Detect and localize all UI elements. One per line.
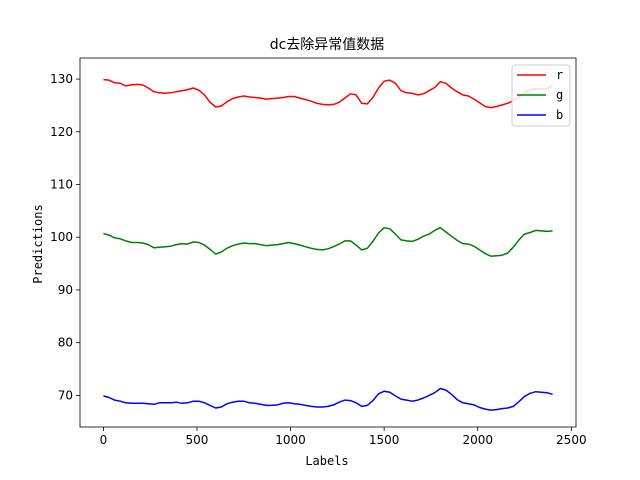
- y-tick-label: 130: [50, 72, 73, 86]
- y-tick-label: 80: [58, 336, 73, 350]
- y-tick-label: 120: [50, 125, 73, 139]
- axes: 0 500 1000 1500 2000 2500 70 80 90 100 110 120 130: [50, 57, 587, 447]
- legend: rgb: [511, 64, 571, 127]
- plot-area: [103, 78, 553, 411]
- x-tick-label: 1500: [369, 433, 400, 447]
- y-tick-label: 70: [58, 388, 73, 402]
- x-tick-label: 1000: [275, 433, 306, 447]
- y-tick-label: 90: [58, 283, 73, 297]
- series-line-r: [103, 78, 553, 109]
- x-tick-label: 2500: [556, 433, 587, 447]
- legend-label-b: b: [556, 108, 563, 122]
- x-tick-label: 500: [186, 433, 209, 447]
- series-line-g: [103, 226, 553, 257]
- y-tick-label: 110: [50, 178, 73, 192]
- legend-label-r: r: [556, 68, 563, 82]
- chart-title: dc去除异常值数据: [270, 37, 385, 53]
- x-tick-label: 0: [100, 433, 108, 447]
- series-line-b: [103, 387, 553, 411]
- x-axis-label: Labels: [305, 454, 348, 468]
- y-tick-label: 100: [50, 230, 73, 244]
- y-axis-label: Predictions: [31, 204, 45, 283]
- legend-label-g: g: [556, 88, 563, 102]
- x-tick-label: 2000: [462, 433, 493, 447]
- axes-frame: [79, 57, 577, 428]
